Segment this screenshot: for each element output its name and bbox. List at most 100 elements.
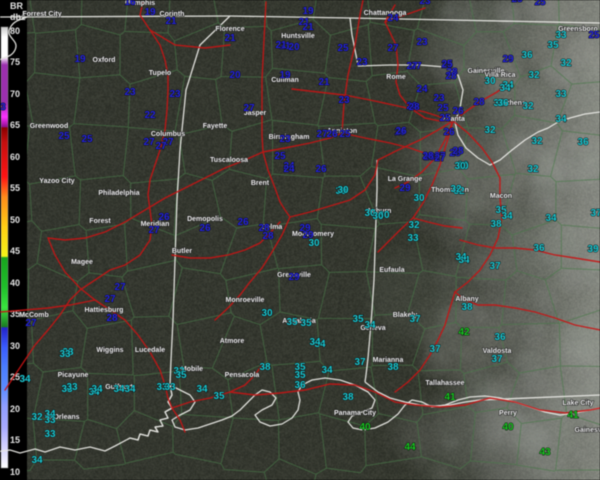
svg-text:39: 39 xyxy=(587,244,599,255)
svg-text:Fayette: Fayette xyxy=(203,123,228,130)
svg-text:28: 28 xyxy=(445,71,457,82)
svg-text:Demopolis: Demopolis xyxy=(187,216,223,223)
svg-text:29: 29 xyxy=(399,183,411,194)
svg-text:La Grange: La Grange xyxy=(388,176,423,183)
svg-text:32: 32 xyxy=(484,125,496,136)
svg-text:41: 41 xyxy=(567,410,579,421)
svg-text:Tallahassee: Tallahassee xyxy=(425,380,464,387)
svg-text:38: 38 xyxy=(342,392,354,403)
svg-text:37: 37 xyxy=(489,261,501,272)
svg-text:35: 35 xyxy=(547,40,559,51)
svg-text:36: 36 xyxy=(497,98,509,109)
svg-text:15: 15 xyxy=(10,435,20,445)
svg-text:80: 80 xyxy=(10,26,20,36)
svg-text:65: 65 xyxy=(10,120,20,130)
svg-text:24: 24 xyxy=(416,84,428,95)
svg-text:Atmore: Atmore xyxy=(220,338,245,345)
svg-text:34: 34 xyxy=(309,337,321,348)
svg-text:40: 40 xyxy=(10,278,20,288)
svg-text:25: 25 xyxy=(339,129,351,140)
svg-text:40: 40 xyxy=(502,422,514,433)
svg-text:26: 26 xyxy=(452,106,464,117)
svg-text:38: 38 xyxy=(259,362,271,373)
svg-text:Lake City: Lake City xyxy=(562,400,593,407)
svg-text:20: 20 xyxy=(10,404,20,414)
svg-text:34: 34 xyxy=(455,252,467,263)
svg-text:20: 20 xyxy=(288,42,300,53)
svg-text:Rome: Rome xyxy=(386,74,406,81)
svg-text:16: 16 xyxy=(124,0,136,8)
svg-text:35: 35 xyxy=(352,314,364,325)
svg-text:32: 32 xyxy=(527,164,539,175)
svg-text:Perry: Perry xyxy=(499,410,517,417)
svg-text:27: 27 xyxy=(104,294,116,305)
svg-text:26: 26 xyxy=(237,217,249,228)
svg-text:33: 33 xyxy=(44,429,56,440)
svg-text:36: 36 xyxy=(494,332,506,343)
svg-text:34: 34 xyxy=(499,83,511,94)
svg-text:26: 26 xyxy=(443,127,455,138)
svg-text:25: 25 xyxy=(511,0,523,5)
svg-text:38: 38 xyxy=(461,302,473,313)
svg-text:Forrest City: Forrest City xyxy=(22,11,61,18)
svg-text:44: 44 xyxy=(404,442,416,453)
svg-text:34: 34 xyxy=(545,213,557,224)
svg-text:Yazoo City: Yazoo City xyxy=(39,178,75,185)
svg-text:25: 25 xyxy=(58,131,70,142)
svg-text:30: 30 xyxy=(484,76,496,87)
svg-text:21: 21 xyxy=(302,22,314,33)
svg-text:55: 55 xyxy=(10,183,20,193)
svg-text:27: 27 xyxy=(155,141,167,152)
svg-text:38: 38 xyxy=(490,219,502,230)
svg-text:32: 32 xyxy=(560,58,572,69)
svg-text:25: 25 xyxy=(588,30,600,41)
svg-text:33: 33 xyxy=(66,382,78,393)
svg-text:34: 34 xyxy=(196,384,208,395)
svg-text:3: 3 xyxy=(0,102,6,113)
svg-text:Macon: Macon xyxy=(490,193,512,200)
svg-text:34: 34 xyxy=(321,365,333,376)
svg-text:29: 29 xyxy=(502,54,514,65)
svg-text:34: 34 xyxy=(501,211,513,222)
svg-text:30: 30 xyxy=(337,185,349,196)
svg-text:33: 33 xyxy=(555,89,567,100)
svg-text:37: 37 xyxy=(354,357,366,368)
svg-text:27: 27 xyxy=(114,282,126,293)
svg-text:36: 36 xyxy=(521,50,533,61)
svg-text:35: 35 xyxy=(300,318,312,329)
svg-text:19: 19 xyxy=(302,6,314,17)
svg-text:Forest: Forest xyxy=(89,218,111,225)
svg-text:37: 37 xyxy=(491,354,503,365)
svg-text:25: 25 xyxy=(81,134,93,145)
svg-text:26: 26 xyxy=(326,129,338,140)
svg-text:Lucedale: Lucedale xyxy=(135,347,165,354)
svg-text:Monroeville: Monroeville xyxy=(226,297,265,304)
svg-text:Gainesville: Gainesville xyxy=(575,427,600,434)
svg-text:21: 21 xyxy=(318,77,330,88)
svg-text:26: 26 xyxy=(199,223,211,234)
svg-text:Picayune: Picayune xyxy=(58,372,89,379)
svg-text:Chattanooga: Chattanooga xyxy=(364,10,407,17)
svg-text:30: 30 xyxy=(261,308,273,319)
svg-text:35: 35 xyxy=(286,317,298,328)
svg-text:BR: BR xyxy=(10,1,23,11)
svg-text:27: 27 xyxy=(434,153,446,164)
svg-text:33: 33 xyxy=(164,382,176,393)
svg-text:27: 27 xyxy=(406,61,418,72)
svg-text:37: 37 xyxy=(429,344,441,355)
svg-text:30: 30 xyxy=(372,211,384,222)
svg-text:33: 33 xyxy=(59,349,71,360)
svg-text:Oxford: Oxford xyxy=(93,57,116,64)
svg-text:25: 25 xyxy=(439,113,451,124)
svg-text:Greenwood: Greenwood xyxy=(30,123,69,130)
svg-text:33: 33 xyxy=(407,233,419,244)
svg-text:Tupelo: Tupelo xyxy=(149,70,171,77)
svg-text:35: 35 xyxy=(175,370,187,381)
svg-text:10: 10 xyxy=(10,467,20,477)
svg-text:23: 23 xyxy=(124,87,136,98)
svg-text:28: 28 xyxy=(473,97,485,108)
svg-text:34: 34 xyxy=(113,384,125,395)
svg-text:32: 32 xyxy=(408,220,420,231)
svg-text:36: 36 xyxy=(294,380,306,391)
svg-text:30: 30 xyxy=(454,161,466,172)
